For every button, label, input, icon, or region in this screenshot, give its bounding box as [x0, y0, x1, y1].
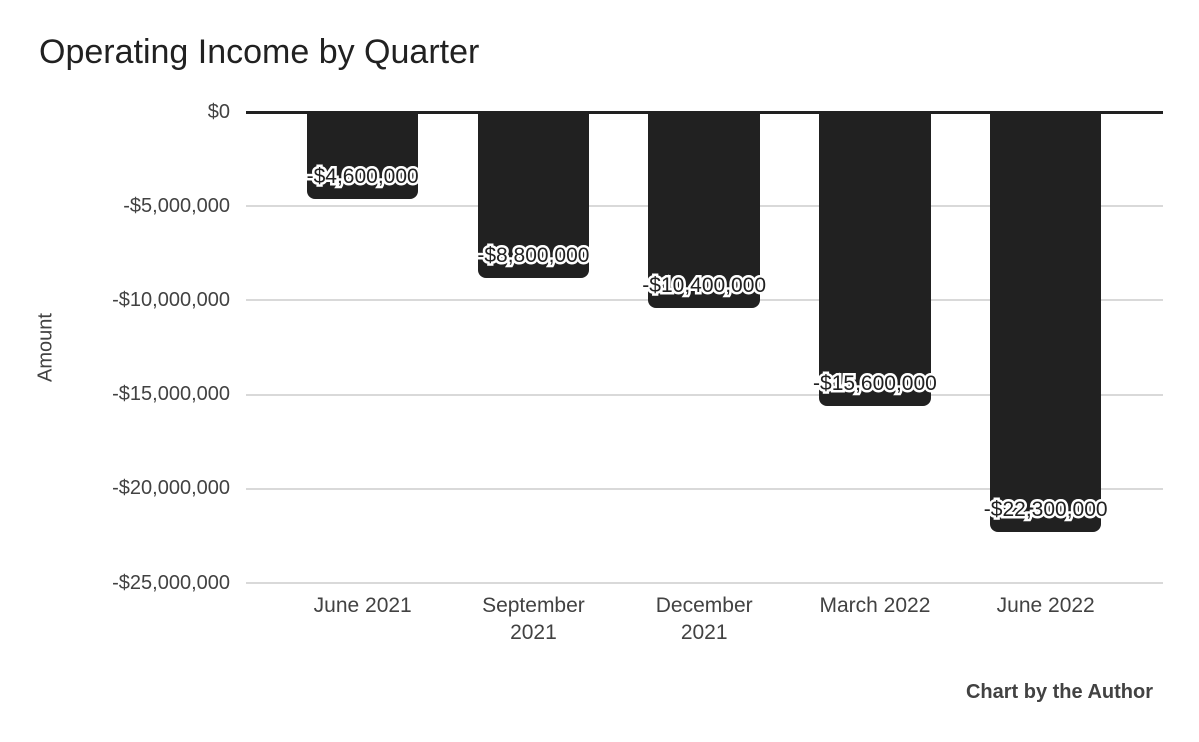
bar [306, 114, 419, 199]
bar-value-label-outline: -$22,300,000 [981, 496, 1110, 524]
bar-value-label-text: -$22,300,000 [983, 498, 1108, 522]
gridline [246, 487, 1163, 490]
bar-value-label-outline: -$4,600,000 [304, 162, 421, 190]
bar-value-label: -$22,300,000 -$22,300,000 [934, 496, 1158, 524]
y-tick-label: -$15,000,000 [112, 383, 230, 406]
x-category-label: June 2022 [996, 594, 1095, 617]
chart-credit: Chart by the Author [965, 681, 1153, 703]
bar-value-label: -$10,400,000 -$10,400,000 [592, 271, 816, 299]
bar-value-label: -$15,600,000 -$15,600,000 [763, 369, 987, 397]
bar-value-label-outline: -$10,400,000 [640, 271, 769, 299]
y-tick-label: -$10,000,000 [112, 288, 230, 311]
y-tick-label: -$20,000,000 [112, 477, 230, 500]
chart-title: Operating Income by Quarter [39, 33, 480, 71]
x-category-label: March 2022 [819, 594, 931, 617]
bar-value-label-text: -$4,600,000 [306, 164, 419, 188]
gridline [246, 582, 1163, 584]
bar-value-label-text: -$8,800,000 [477, 243, 590, 267]
bar [989, 114, 1102, 533]
bar-value-label: -$8,800,000 -$8,800,000 [421, 241, 645, 269]
bar-value-label-text: -$10,400,000 [642, 273, 767, 297]
x-category-label: December 2021 [655, 594, 753, 644]
y-tick-label: -$25,000,000 [112, 571, 230, 594]
bar-value-label-text: -$15,600,000 [813, 371, 937, 395]
x-category-label: September 2021 [482, 594, 585, 644]
y-tick-label: $0 [207, 100, 230, 123]
gridline [246, 393, 1163, 396]
bar [477, 114, 590, 278]
y-tick-label: -$5,000,000 [123, 194, 230, 217]
x-category-label: June 2021 [313, 594, 412, 617]
bar-value-label: -$4,600,000 -$4,600,000 [251, 162, 475, 190]
bar [648, 114, 760, 308]
bar [819, 114, 931, 406]
zero-baseline [246, 110, 1163, 114]
bar-value-label-outline: -$8,800,000 [475, 241, 592, 269]
bar-value-label-outline: -$15,600,000 [811, 369, 940, 397]
